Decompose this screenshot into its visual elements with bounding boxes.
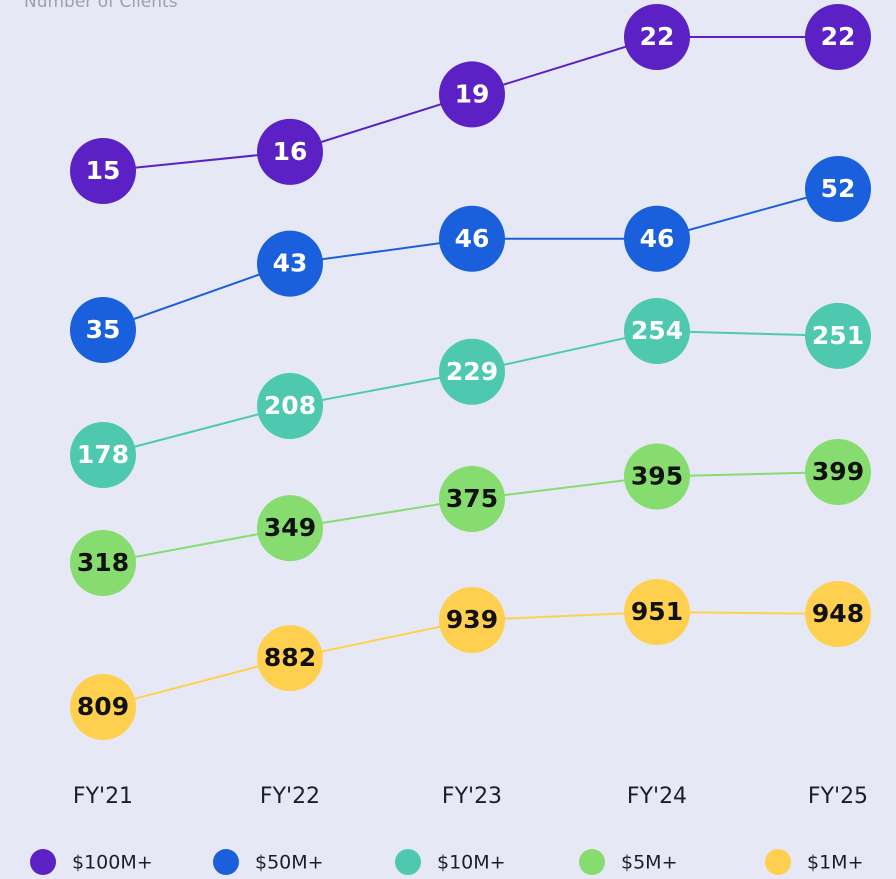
data-label: 399 xyxy=(812,457,864,486)
data-point xyxy=(70,674,136,740)
data-label: 208 xyxy=(264,391,316,420)
legend-label: $10M+ xyxy=(437,852,506,874)
data-label: 251 xyxy=(812,321,864,350)
data-label: 882 xyxy=(264,643,316,672)
data-label: 939 xyxy=(446,605,498,634)
x-tick-label: FY'22 xyxy=(260,784,320,809)
legend-label: $1M+ xyxy=(807,852,864,874)
data-point xyxy=(624,4,690,70)
data-label: 395 xyxy=(631,461,683,490)
data-label: 35 xyxy=(86,315,121,344)
data-point xyxy=(805,156,871,222)
data-label: 22 xyxy=(640,22,675,51)
data-label: 254 xyxy=(631,316,683,345)
data-point xyxy=(805,439,871,505)
legend-swatch xyxy=(579,849,605,875)
data-label: 809 xyxy=(77,692,129,721)
legend-swatch xyxy=(213,849,239,875)
data-label: 19 xyxy=(455,79,490,108)
data-label: 15 xyxy=(86,156,121,185)
data-point xyxy=(257,625,323,692)
x-tick-label: FY'24 xyxy=(627,784,687,809)
data-point xyxy=(257,230,323,297)
legend-swatch xyxy=(395,849,421,875)
data-point xyxy=(439,61,505,128)
data-point xyxy=(624,205,690,272)
data-label: 43 xyxy=(273,249,308,278)
data-point xyxy=(257,495,323,562)
data-point xyxy=(70,297,136,363)
data-point xyxy=(70,530,136,596)
legend-swatch xyxy=(30,849,56,875)
data-point xyxy=(70,422,136,488)
data-point xyxy=(624,298,690,364)
data-label: 46 xyxy=(640,224,675,253)
x-tick-label: FY'21 xyxy=(73,784,133,809)
legend-swatch xyxy=(765,849,791,875)
data-label: 375 xyxy=(446,484,498,513)
data-label: 318 xyxy=(77,548,129,577)
data-label: 178 xyxy=(77,440,129,469)
data-point xyxy=(805,4,871,70)
data-label: 22 xyxy=(821,22,856,51)
x-tick-label: FY'25 xyxy=(808,784,868,809)
data-point xyxy=(257,373,323,440)
data-point xyxy=(439,587,505,654)
data-point xyxy=(624,579,690,645)
data-label: 52 xyxy=(821,174,856,203)
data-label: 951 xyxy=(631,597,683,626)
data-point xyxy=(624,443,690,510)
x-tick-label: FY'23 xyxy=(442,784,502,809)
y-axis-label: Number of Clients xyxy=(24,0,178,12)
data-point xyxy=(439,465,505,532)
data-point xyxy=(805,581,871,648)
data-label: 349 xyxy=(264,513,316,542)
data-point xyxy=(805,302,871,369)
legend-label: $100M+ xyxy=(72,852,153,874)
data-point xyxy=(439,338,505,405)
data-point xyxy=(439,205,505,272)
data-label: 948 xyxy=(812,599,864,628)
data-label: 16 xyxy=(273,137,308,166)
legend-label: $50M+ xyxy=(255,852,324,874)
data-label: 229 xyxy=(446,357,498,386)
data-point xyxy=(257,118,323,185)
legend-label: $5M+ xyxy=(621,852,678,874)
data-point xyxy=(70,138,136,204)
data-label: 46 xyxy=(455,224,490,253)
